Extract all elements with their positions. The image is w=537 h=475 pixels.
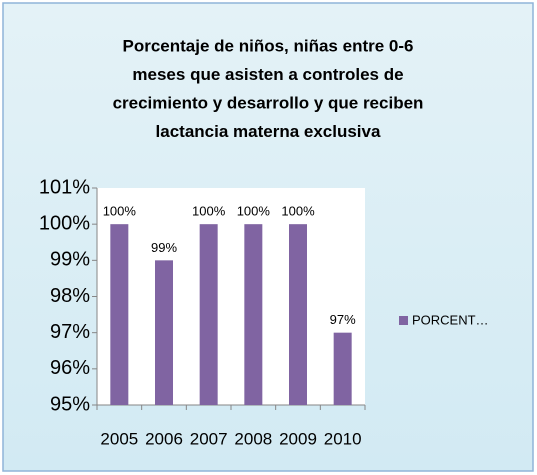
y-tick-label: 101% — [39, 176, 90, 198]
chart-title: meses que asisten a controles de — [132, 65, 403, 84]
x-tick-label: 2005 — [100, 429, 138, 448]
y-tick-label: 95% — [50, 393, 90, 415]
y-tick-label: 99% — [50, 249, 90, 271]
legend-swatch — [399, 316, 408, 325]
bar — [244, 224, 263, 405]
x-tick-label: 2009 — [279, 429, 317, 448]
bar — [333, 332, 352, 405]
data-label: 100% — [281, 204, 315, 219]
bar — [110, 224, 129, 405]
chart-title: lactancia materna exclusiva — [156, 122, 381, 141]
legend-label: PORCENT… — [412, 312, 489, 327]
data-label: 100% — [237, 204, 271, 219]
y-tick-label: 97% — [50, 321, 90, 343]
bar — [155, 260, 173, 405]
plot-area — [97, 188, 365, 405]
x-tick-label: 2010 — [324, 429, 362, 448]
chart-title: Porcentaje de niños, niñas entre 0-6 — [123, 36, 414, 55]
chart-title: crecimiento y desarrollo y que reciben — [113, 93, 424, 112]
y-tick-label: 98% — [50, 285, 90, 307]
y-tick-label: 100% — [39, 212, 90, 234]
y-tick-label: 96% — [50, 357, 90, 379]
bar — [289, 224, 307, 405]
data-label: 100% — [103, 204, 137, 219]
data-label: 97% — [330, 312, 356, 327]
data-label: 100% — [192, 204, 226, 219]
x-tick-label: 2006 — [145, 429, 183, 448]
data-label: 99% — [151, 240, 177, 255]
x-tick-label: 2008 — [234, 429, 272, 448]
x-tick-label: 2007 — [190, 429, 228, 448]
bar — [199, 224, 218, 405]
